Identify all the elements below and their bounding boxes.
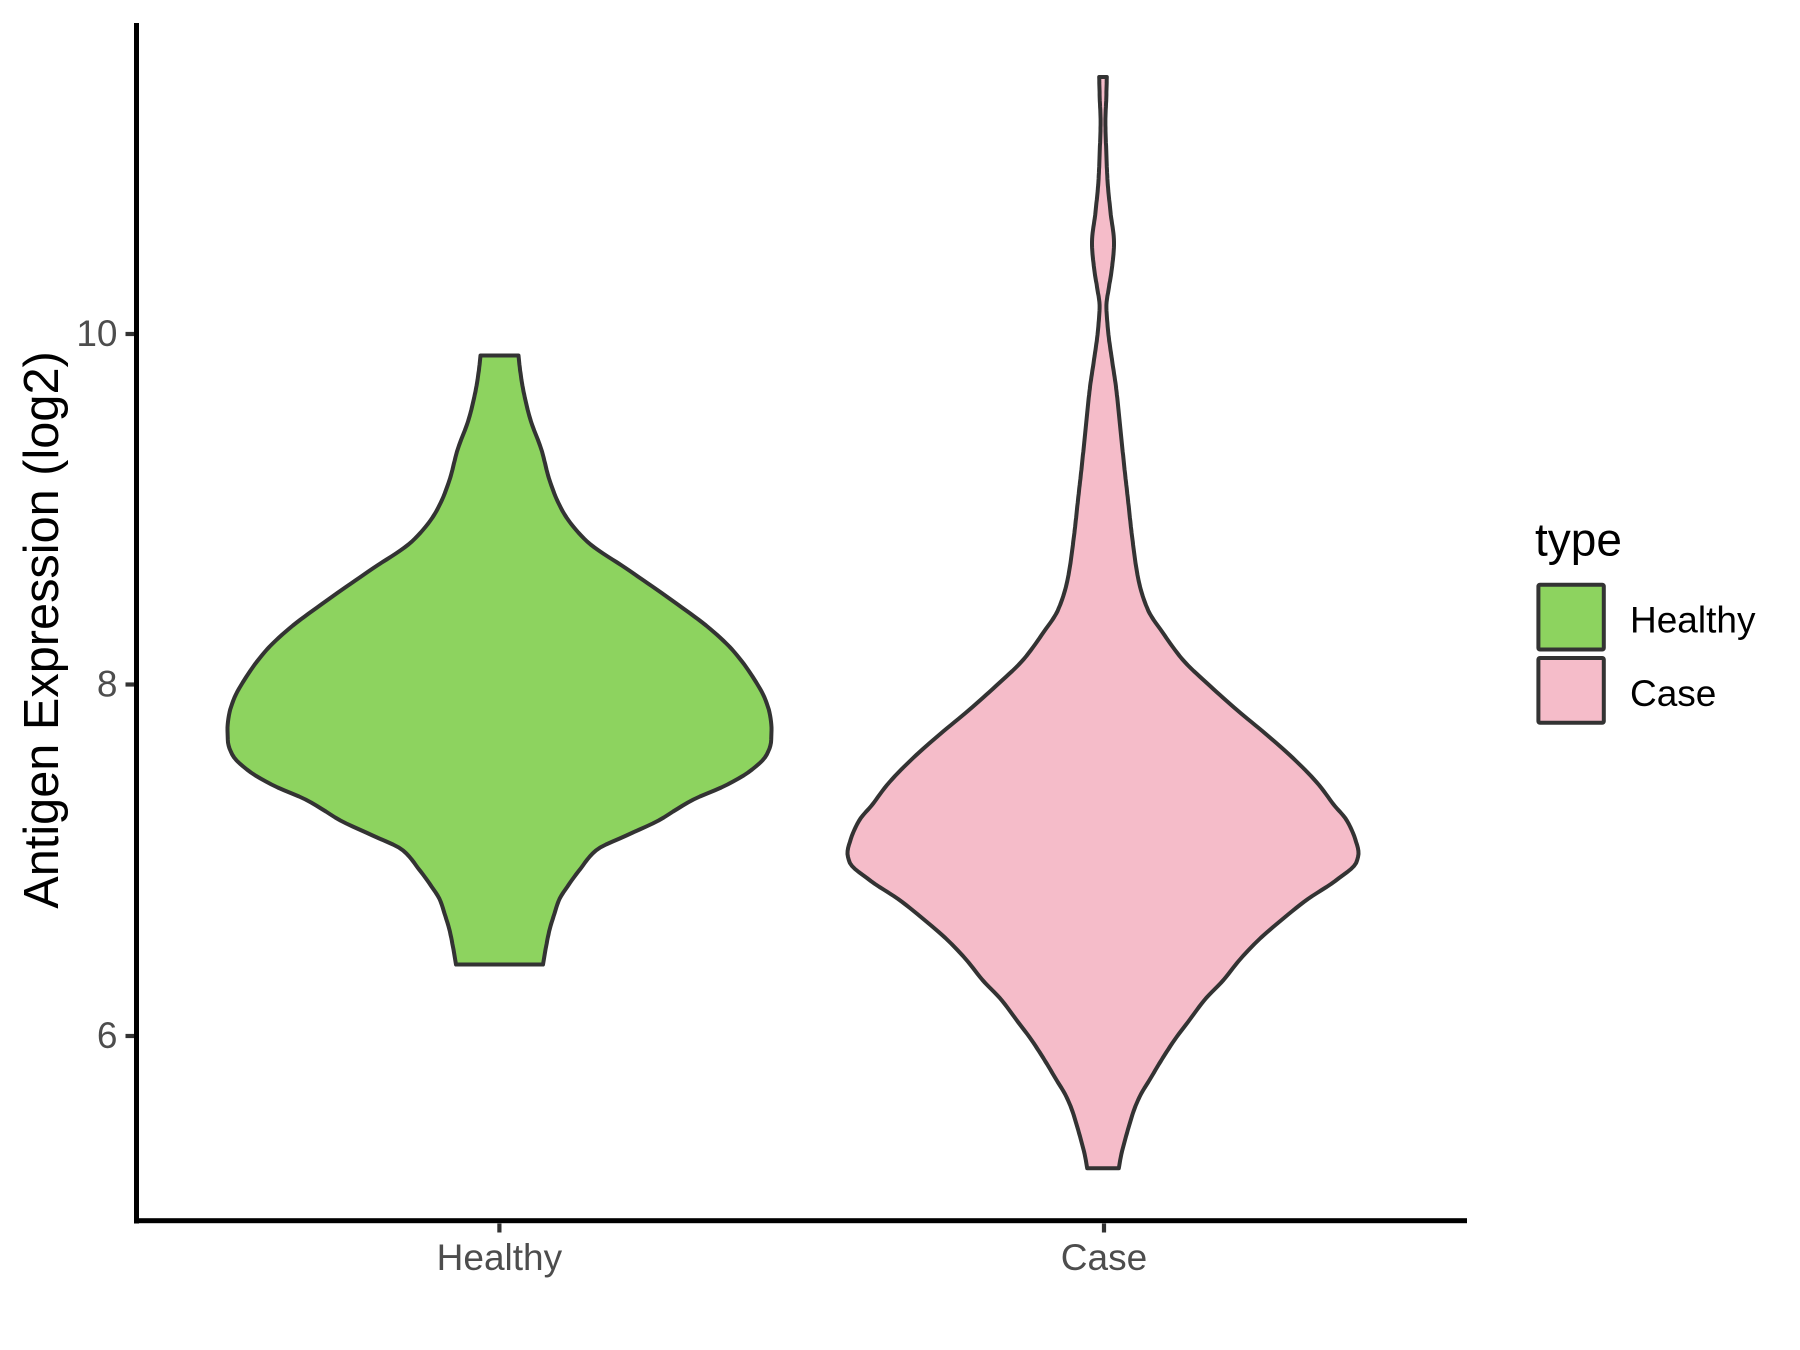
svg-text:Case: Case [1061,1237,1147,1278]
svg-text:Healthy: Healthy [1630,600,1756,641]
svg-text:type: type [1535,514,1622,566]
svg-text:6: 6 [97,1015,118,1056]
svg-text:Healthy: Healthy [437,1237,563,1278]
svg-text:Case: Case [1630,673,1716,714]
svg-text:10: 10 [76,313,117,354]
svg-text:8: 8 [97,663,118,704]
svg-text:Antigen Expression (log2): Antigen Expression (log2) [15,351,69,909]
